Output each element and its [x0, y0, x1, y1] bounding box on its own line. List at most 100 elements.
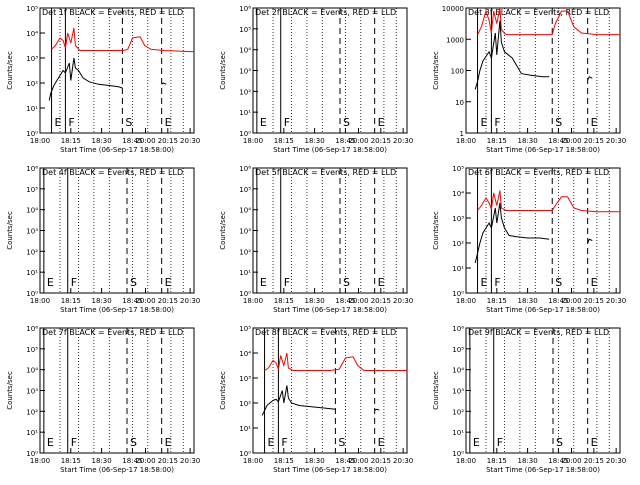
x-axis-label: Start Time (06-Sep-17 18:58:00) — [486, 306, 600, 314]
y-tick-label: 10 — [455, 99, 464, 107]
x-tick-label: 20:15 — [371, 457, 391, 465]
y-tick-label: 10¹ — [452, 265, 464, 273]
marker-label: E — [378, 116, 385, 129]
x-tick-label: 18:00 — [456, 457, 476, 465]
y-tick-label: 10⁰ — [26, 450, 38, 458]
marker-label: S — [343, 276, 350, 289]
x-tick-label: 18:15 — [487, 137, 507, 145]
y-tick-label: 1000 — [446, 36, 464, 44]
x-tick-label: 18:00 — [456, 297, 476, 305]
x-tick-label: 18:45 — [548, 137, 568, 145]
events-series-line — [261, 385, 336, 416]
y-tick-label: 10³ — [452, 388, 464, 396]
y-tick-label: 10¹ — [26, 269, 38, 277]
y-tick-label: 10⁴ — [26, 367, 38, 375]
x-tick-label: 20:30 — [180, 297, 200, 305]
x-tick-label: 18:30 — [518, 137, 538, 145]
marker-label: E — [378, 436, 385, 449]
y-tick-label: 10¹ — [239, 269, 251, 277]
marker-label: F — [71, 436, 77, 449]
y-tick-label: 10¹ — [239, 425, 251, 433]
marker-label: E — [55, 116, 62, 129]
y-tick-label: 10⁵ — [239, 325, 251, 333]
panel-title: Det 8f BLACK = Events, RED = LLD — [255, 328, 396, 337]
x-tick-label: 20:15 — [158, 137, 178, 145]
x-tick-label: 20:30 — [393, 297, 413, 305]
x-axis-label: Start Time (06-Sep-17 18:58:00) — [273, 306, 387, 314]
x-tick-label: 18:45 — [335, 137, 355, 145]
y-tick-label: 10⁴ — [239, 207, 251, 215]
marker-label: S — [556, 436, 563, 449]
y-tick-label: 10⁴ — [26, 207, 38, 215]
y-tick-label: 10² — [239, 400, 251, 408]
marker-label: E — [260, 116, 267, 129]
x-tick-label: 20:15 — [584, 137, 604, 145]
y-tick-label: 10⁴ — [239, 47, 251, 55]
x-tick-label: 18:45 — [122, 297, 142, 305]
y-tick-label: 10000 — [442, 5, 464, 13]
x-tick-label: 18:00 — [243, 457, 263, 465]
y-tick-label: 10⁰ — [452, 450, 464, 458]
x-tick-label: 20:30 — [180, 457, 200, 465]
x-tick-label: 20:15 — [584, 457, 604, 465]
marker-label: F — [494, 116, 500, 129]
y-tick-label: 10² — [26, 248, 38, 256]
marker-label: E — [591, 276, 598, 289]
lld-series-line — [51, 27, 195, 53]
lld-series-line — [477, 190, 620, 213]
panel-title: Det 3f BLACK = Events, RED = LLD — [468, 8, 609, 17]
x-tick-label: 20:00 — [348, 457, 368, 465]
x-tick-label: 18:30 — [92, 137, 112, 145]
marker-label: S — [338, 436, 345, 449]
x-tick-label: 18:15 — [61, 297, 81, 305]
x-tick-label: 18:30 — [92, 457, 112, 465]
plot-frame — [465, 167, 621, 294]
x-tick-label: 18:00 — [30, 137, 50, 145]
y-tick-label: 10⁶ — [26, 325, 38, 333]
marker-label: S — [555, 116, 562, 129]
marker-label: S — [555, 276, 562, 289]
y-tick-label: 10⁰ — [26, 290, 38, 298]
x-tick-label: 18:45 — [122, 457, 142, 465]
marker-label: E — [165, 436, 172, 449]
y-axis-label: Counts/sec — [6, 211, 14, 250]
plot-frame — [252, 327, 408, 454]
detector-panel: E F S E 10⁰ 10¹ 10² 10³ 10⁴ 10⁵ 10⁶ 18:00 18:15 18:30… — [219, 165, 413, 314]
x-tick-label: 18:00 — [243, 297, 263, 305]
y-tick-label: 10⁰ — [239, 130, 251, 138]
x-tick-label: 18:15 — [487, 457, 507, 465]
y-tick-label: 10³ — [239, 68, 251, 76]
x-tick-label: 18:00 — [30, 297, 50, 305]
y-tick-label: 10⁰ — [26, 130, 38, 138]
y-tick-label: 10⁴ — [239, 350, 251, 358]
x-tick-label: 20:30 — [393, 457, 413, 465]
y-tick-label: 1 — [460, 130, 464, 138]
marker-label: E — [165, 276, 172, 289]
y-tick-label: 10⁵ — [239, 26, 251, 34]
x-tick-label: 18:00 — [243, 137, 263, 145]
y-tick-label: 10² — [452, 240, 464, 248]
marker-label: E — [268, 436, 275, 449]
marker-label: F — [494, 276, 500, 289]
y-axis-label: Counts/sec — [432, 371, 440, 410]
y-tick-label: 10⁵ — [452, 346, 464, 354]
x-tick-label: 20:00 — [348, 137, 368, 145]
x-tick-label: 20:00 — [348, 297, 368, 305]
y-tick-label: 100 — [451, 68, 464, 76]
x-axis-label: Start Time (06-Sep-17 18:58:00) — [60, 146, 174, 154]
x-tick-label: 18:00 — [456, 137, 476, 145]
y-tick-label: 10⁰ — [452, 290, 464, 298]
x-tick-label: 18:15 — [274, 297, 294, 305]
events-series-line — [48, 57, 123, 101]
x-tick-label: 18:15 — [61, 457, 81, 465]
y-axis-label: Counts/sec — [219, 211, 227, 250]
marker-label: S — [343, 116, 350, 129]
y-tick-label: 10³ — [239, 375, 251, 383]
y-tick-label: 10⁵ — [26, 186, 38, 194]
y-tick-label: 10⁶ — [239, 5, 251, 13]
marker-label: F — [71, 276, 77, 289]
y-tick-label: 10³ — [26, 228, 38, 236]
y-tick-label: 10⁰ — [239, 290, 251, 298]
y-axis-label: Counts/sec — [6, 371, 14, 410]
